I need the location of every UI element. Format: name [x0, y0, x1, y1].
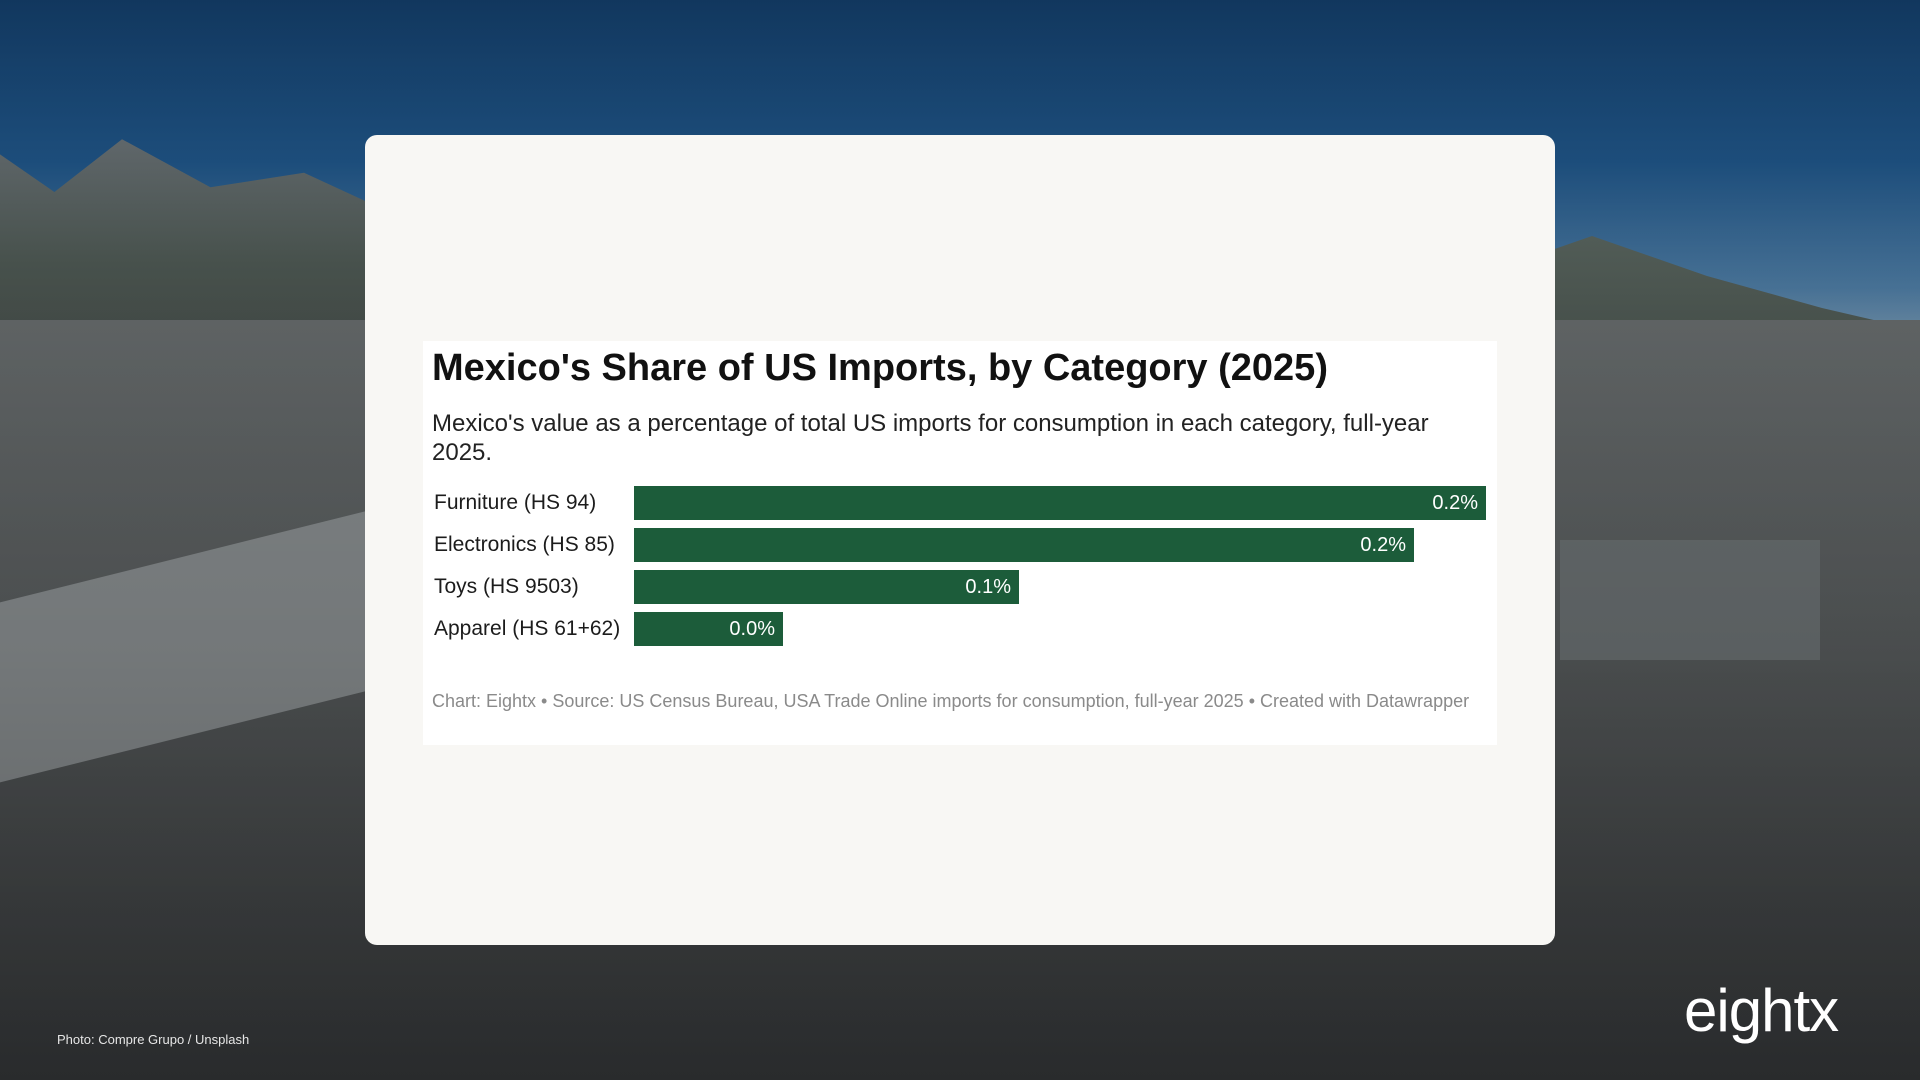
- bar: 0.2%: [634, 486, 1486, 520]
- bar: 0.1%: [634, 570, 1019, 604]
- category-label: Toys (HS 9503): [434, 575, 579, 598]
- category-label: Furniture (HS 94): [434, 491, 597, 514]
- eightx-logo: eightx: [1684, 977, 1839, 1044]
- chart-subtitle: Mexico's value as a percentage of total …: [432, 410, 1429, 466]
- bar: 0.0%: [634, 612, 783, 646]
- category-label: Electronics (HS 85): [434, 533, 615, 556]
- chart-title: Mexico's Share of US Imports, by Categor…: [432, 347, 1328, 389]
- bar-chart: Furniture (HS 94) 0.2% Electronics (HS 85)…: [423, 486, 1497, 656]
- chart-notes: Chart: Eightx • Source: US Census Bureau…: [432, 691, 1470, 711]
- category-label: Apparel (HS 61+62): [434, 617, 621, 640]
- chart-container: Mexico's Share of US Imports, by Categor…: [423, 341, 1497, 745]
- bar: 0.2%: [634, 528, 1414, 562]
- chart-card: Mexico's Share of US Imports, by Categor…: [365, 135, 1555, 945]
- bar-value-label: 0.2%: [1360, 534, 1406, 556]
- warehouse-roof-right: [1560, 540, 1820, 660]
- bar-value-label: 0.1%: [965, 576, 1011, 598]
- bar-value-label: 0.0%: [729, 618, 775, 640]
- bar-value-label: 0.2%: [1432, 492, 1478, 514]
- photo-credit: Photo: Compre Grupo / Unsplash: [57, 1032, 250, 1047]
